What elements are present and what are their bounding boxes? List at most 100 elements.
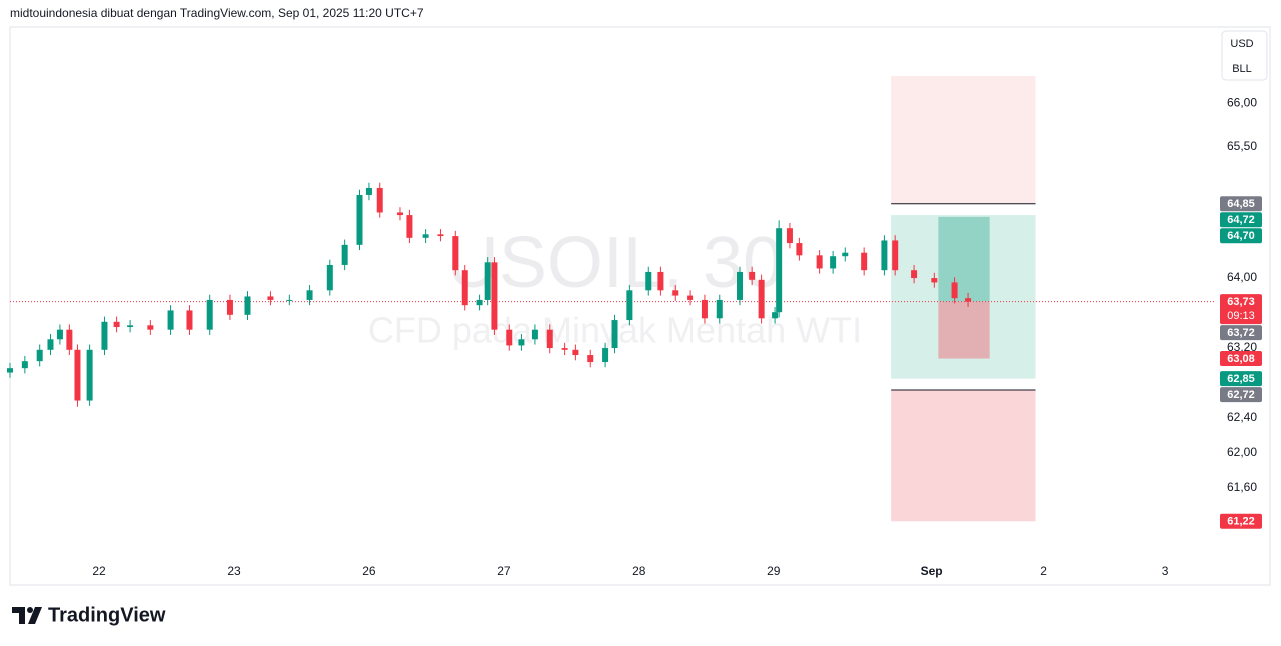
y-tick-label: 62,40 [1227,410,1257,424]
chart-frame [9,26,1271,586]
candle-body [611,320,618,349]
candle-body [86,349,93,401]
price-badge-label: 62,85 [1227,373,1255,385]
candle-body [657,271,664,291]
price-badge [1220,212,1262,228]
candle-body [965,298,972,302]
candle-body [861,252,868,271]
price-badge-label: 64,72 [1227,214,1255,226]
candle-body [113,321,120,328]
x-tick-label: 22 [92,564,106,578]
candle-body [74,349,81,401]
position-zone [891,390,1036,522]
price-badge-label: 63,72 [1227,327,1255,339]
price-badge-label: 63,73 [1227,296,1255,308]
candle-body [531,329,538,340]
candle-body [452,236,459,271]
candle-body [476,299,483,306]
candle-body [437,234,444,237]
candle-body [326,264,333,291]
candle-body [422,234,429,238]
x-tick-label: 3 [1162,564,1169,578]
candle-body [931,278,938,283]
candle-body [7,368,13,373]
price-countdown: 09:13 [1227,310,1255,322]
candle-body [484,262,491,300]
price-badge [1220,228,1262,244]
price-badge-label: 64,85 [1227,198,1255,210]
candle-body [21,361,28,369]
candle-body [167,310,174,330]
x-tick-label: Sep [921,564,943,578]
candle-body [881,240,888,271]
price-badge [1220,387,1262,403]
candle-body [101,321,108,350]
candle-body [645,271,652,291]
logo-mark [28,607,42,624]
candle-body [626,290,633,321]
candle-body [951,282,958,299]
candle-body [842,252,849,257]
x-tick-label: 2 [1040,564,1047,578]
candle-body [356,194,363,245]
y-tick-label: 66,00 [1227,95,1257,109]
x-tick-label: 27 [497,564,511,578]
y-tick-label: 61,60 [1227,480,1257,494]
price-badge [1220,294,1262,325]
y-tick-label: 64,00 [1227,270,1257,284]
candle-body [758,279,765,319]
candle-body [396,212,403,216]
candle-body [672,290,679,296]
x-tick-label: 26 [362,564,376,578]
candle-body [286,299,293,301]
unit: BLL [1232,63,1252,75]
candle-body [341,244,348,265]
candle-body [816,255,823,269]
watermark-symbol: USOIL, 30 [447,223,783,303]
candle-body [127,325,134,328]
position-zone [938,301,990,359]
candle-body [587,355,594,363]
position-zone [938,216,990,302]
candle-body [572,349,579,356]
price-badge [1220,351,1262,367]
position-zone [891,75,1036,204]
candle-body [796,243,803,256]
candle-body [518,339,525,346]
candle-body [376,187,383,213]
candle-body [830,256,837,269]
candle-body [602,348,609,363]
candle-body [786,228,793,244]
price-badge [1220,513,1262,529]
candle-body [687,295,694,300]
candle-body [701,299,708,319]
candle-body [365,187,372,195]
candle-body [36,349,43,362]
candle-body [47,339,54,350]
brand-logo: TradingView [12,604,166,626]
x-tick-label: 29 [767,564,781,578]
candle-body [491,262,498,330]
y-tick-label: 65,50 [1227,139,1257,153]
candle-body [737,271,744,300]
candle-body [911,270,918,279]
candle-body [776,228,783,313]
y-tick-label: 63,20 [1227,340,1257,354]
y-tick-label: 62,00 [1227,445,1257,459]
candle-body [772,312,779,319]
unit-box [1221,30,1268,81]
chart-title: midtouindonesia dibuat dengan TradingVie… [10,6,424,20]
currency: USD [1230,38,1253,50]
candle-body [506,329,513,346]
candle-body [244,296,251,315]
x-tick-label: 28 [632,564,646,578]
candle-body [406,215,413,238]
plot-area [7,75,1215,522]
candle-body [749,271,756,280]
brand: TradingView [48,604,166,626]
price-badge-label: 62,72 [1227,389,1255,401]
candle-body [716,299,723,319]
price-badge [1220,371,1262,387]
candle-body [461,270,468,306]
candle-body [206,299,213,330]
